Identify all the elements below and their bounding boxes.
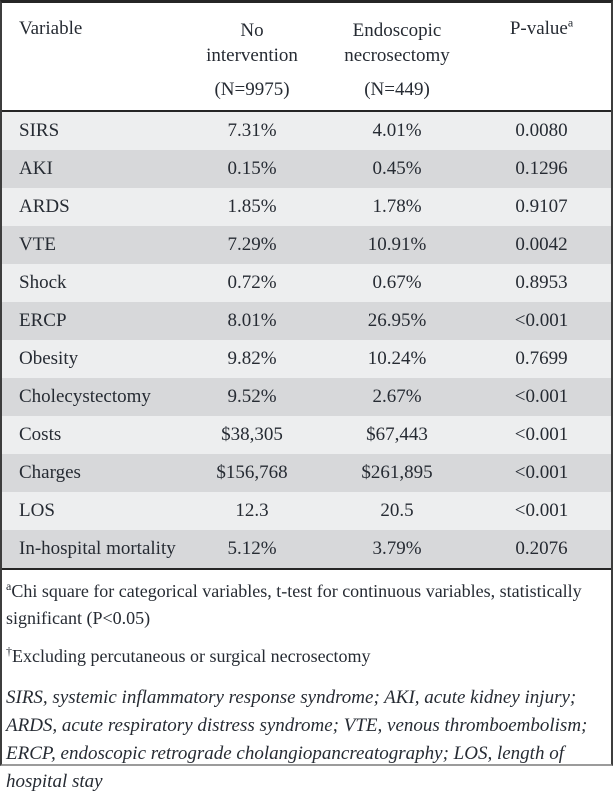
cell-endoscopic-necrosectomy: $261,895 — [361, 462, 433, 483]
cell-p-value: 0.0080 — [515, 120, 568, 141]
cell-no-intervention: $38,305 — [221, 424, 283, 445]
cell-p-value: 0.1296 — [515, 158, 568, 179]
table-row: Charges $156,768 $261,895 <0.001 — [2, 454, 611, 492]
header-line: necrosectomy — [344, 45, 450, 66]
cell-endoscopic-necrosectomy: $67,443 — [366, 424, 428, 445]
table-row: LOS 12.3 20.5 <0.001 — [2, 492, 611, 530]
cell-variable: Costs — [19, 424, 62, 445]
p-value-label: P-value — [509, 18, 568, 39]
cell-variable: Shock — [19, 272, 67, 293]
cell-endoscopic-necrosectomy: 20.5 — [380, 500, 414, 521]
cell-endoscopic-necrosectomy: 10.91% — [367, 234, 427, 255]
abbreviations-note: SIRS, systemic inflammatory response syn… — [6, 687, 588, 792]
column-header-no-intervention: No intervention (N=9975) — [182, 3, 322, 111]
table-row: SIRS 7.31% 4.01% 0.0080 — [2, 111, 611, 150]
header-line: intervention — [206, 45, 298, 66]
footnote-marker-a: a — [567, 15, 574, 30]
cell-endoscopic-necrosectomy: 4.01% — [372, 120, 422, 141]
footnotes-section: aChi square for categorical variables, t… — [2, 570, 611, 796]
cell-no-intervention: 0.72% — [227, 272, 277, 293]
cell-endoscopic-necrosectomy: 2.67% — [372, 386, 422, 407]
cell-endoscopic-necrosectomy: 3.79% — [372, 538, 422, 559]
cell-p-value: 0.7699 — [515, 348, 568, 369]
cell-p-value: <0.001 — [514, 310, 569, 331]
cell-variable: ARDS — [19, 196, 70, 217]
cell-variable: LOS — [19, 500, 55, 521]
sample-size: (N=9975) — [214, 79, 290, 100]
cell-endoscopic-necrosectomy: 0.45% — [372, 158, 422, 179]
table-row: ARDS 1.85% 1.78% 0.9107 — [2, 188, 611, 226]
cell-p-value: <0.001 — [514, 462, 569, 483]
table-row: Obesity 9.82% 10.24% 0.7699 — [2, 340, 611, 378]
cell-no-intervention: 0.15% — [227, 158, 277, 179]
footnote-a-marker: a — [6, 579, 12, 593]
cell-endoscopic-necrosectomy: 10.24% — [367, 348, 427, 369]
footnote-dagger: †Excluding percutaneous or surgical necr… — [6, 643, 584, 670]
table-row: VTE 7.29% 10.91% 0.0042 — [2, 226, 611, 264]
cell-variable: VTE — [19, 234, 56, 255]
cell-p-value: 0.2076 — [515, 538, 568, 559]
column-header-endoscopic-necrosectomy: Endoscopic necrosectomy (N=449) — [322, 3, 472, 111]
cell-no-intervention: 12.3 — [235, 500, 269, 521]
cell-p-value: <0.001 — [514, 386, 569, 407]
table-row: AKI 0.15% 0.45% 0.1296 — [2, 150, 611, 188]
footnote-a: aChi square for categorical variables, t… — [6, 578, 584, 632]
header-line: No — [240, 20, 264, 41]
cell-no-intervention: 8.01% — [227, 310, 277, 331]
cell-variable: Charges — [19, 462, 81, 483]
cell-endoscopic-necrosectomy: 1.78% — [372, 196, 422, 217]
footnote-a-text: Chi square for categorical variables, t-… — [6, 581, 582, 628]
cell-no-intervention: 7.31% — [227, 120, 277, 141]
cell-no-intervention: 7.29% — [227, 234, 277, 255]
sample-size: (N=449) — [364, 79, 430, 100]
cell-p-value: <0.001 — [514, 500, 569, 521]
header-line: Endoscopic — [352, 20, 442, 41]
cell-endoscopic-necrosectomy: 26.95% — [367, 310, 427, 331]
cell-p-value: <0.001 — [514, 424, 569, 445]
table-row: ERCP 8.01% 26.95% <0.001 — [2, 302, 611, 340]
cell-no-intervention: 9.82% — [227, 348, 277, 369]
table-body: SIRS 7.31% 4.01% 0.0080 AKI 0.15% 0.45% … — [2, 111, 611, 569]
table-header: Variable No intervention (N=9975) Endosc… — [2, 3, 611, 111]
table-row: Costs $38,305 $67,443 <0.001 — [2, 416, 611, 454]
table-row: Shock 0.72% 0.67% 0.8953 — [2, 264, 611, 302]
cell-no-intervention: $156,768 — [216, 462, 288, 483]
footnote-dagger-text: Excluding percutaneous or surgical necro… — [12, 646, 371, 666]
column-header-variable: Variable — [2, 3, 182, 111]
table-row: In-hospital mortality 5.12% 3.79% 0.2076 — [2, 530, 611, 569]
cell-variable: Cholecystectomy — [19, 386, 151, 407]
cell-variable: AKI — [19, 158, 53, 179]
cell-p-value: 0.0042 — [515, 234, 568, 255]
cell-no-intervention: 5.12% — [227, 538, 277, 559]
table-row: Cholecystectomy 9.52% 2.67% <0.001 — [2, 378, 611, 416]
cell-variable: ERCP — [19, 310, 67, 331]
cell-endoscopic-necrosectomy: 0.67% — [372, 272, 422, 293]
comparison-table: Variable No intervention (N=9975) Endosc… — [2, 3, 611, 570]
cell-variable: In-hospital mortality — [19, 538, 176, 559]
cell-no-intervention: 1.85% — [227, 196, 277, 217]
cell-p-value: 0.9107 — [515, 196, 568, 217]
cell-no-intervention: 9.52% — [227, 386, 277, 407]
cell-variable: Obesity — [19, 348, 79, 369]
cell-variable: SIRS — [19, 120, 60, 141]
footnote-dagger-marker: † — [6, 644, 12, 658]
column-header-p-value: P-valuea — [472, 3, 611, 111]
cell-p-value: 0.8953 — [515, 272, 568, 293]
